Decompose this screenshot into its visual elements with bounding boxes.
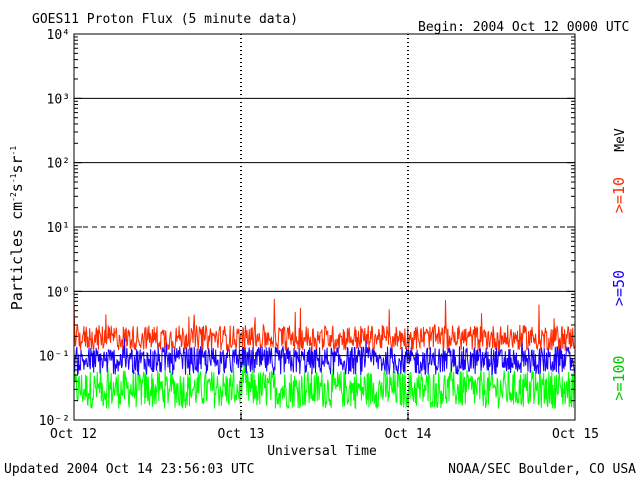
chart-title: GOES11 Proton Flux (5 minute data) [32, 12, 298, 27]
y-tick-label: 10⁰ [47, 285, 70, 300]
y-tick-label: 10⁴ [47, 28, 70, 43]
legend-ge100: >=100 [610, 355, 628, 400]
x-axis-label: Universal Time [267, 444, 377, 459]
x-tick-label: Oct 14 [385, 427, 432, 442]
y-tick-label: 10¹ [47, 221, 70, 236]
x-tick-label: Oct 13 [218, 427, 265, 442]
legend-ge50: >=50 [610, 270, 628, 306]
updated-time: Updated 2004 Oct 14 23:56:03 UTC [4, 462, 254, 477]
series-line-2 [73, 359, 576, 410]
legend-ge10: >=10 [610, 177, 628, 213]
y-axis-label: Particles cm-2s-1sr-1 [8, 146, 26, 311]
y-tick-label: 10³ [47, 92, 70, 107]
y-tick-label: 10⁻² [39, 414, 70, 429]
x-tick-label: Oct 15 [552, 427, 599, 442]
credit: NOAA/SEC Boulder, CO USA [448, 462, 636, 477]
plot-area: 10⁻² 10⁻¹ 10⁰ 10¹ 10² 10³ 10⁴ Oct 12 Oct 13 Oct 1… [39, 28, 599, 442]
series-line-1 [73, 338, 576, 376]
series-line-0 [73, 298, 576, 352]
begin-time: Begin: 2004 Oct 12 0000 UTC [418, 20, 629, 35]
y-tick-label: 10² [47, 157, 70, 172]
y-tick-label: 10⁻¹ [39, 350, 70, 365]
legend-unit-mev: MeV [613, 128, 628, 152]
x-tick-label: Oct 12 [50, 427, 97, 442]
